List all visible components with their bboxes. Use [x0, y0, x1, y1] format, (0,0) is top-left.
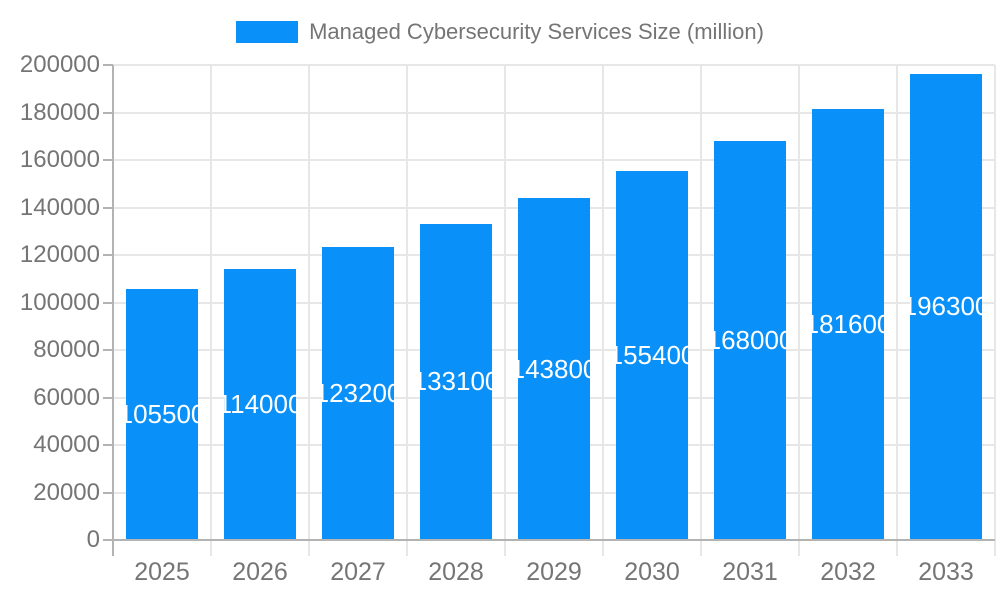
- bar-2028[interactable]: 133100: [420, 223, 492, 540]
- v-gridline: [210, 65, 212, 556]
- bar-2033[interactable]: 196300: [910, 73, 982, 540]
- x-axis-tick-label: 2032: [820, 558, 876, 586]
- bar-2026[interactable]: 114000: [224, 269, 296, 540]
- y-axis-tick: [103, 301, 113, 304]
- y-axis-tick: [103, 444, 113, 446]
- y-axis-tick-label: 140000: [19, 193, 100, 221]
- v-gridline: [602, 65, 604, 556]
- v-gridline: [504, 65, 506, 556]
- h-gridline: [113, 159, 995, 161]
- y-axis-tick: [103, 159, 113, 161]
- y-axis-tick-label: 40000: [33, 431, 100, 458]
- bar-2027[interactable]: 123200: [322, 247, 394, 540]
- y-axis-tick-label: 20000: [33, 478, 100, 506]
- legend-label: Managed Cybersecurity Services Size (mil…: [309, 19, 764, 44]
- bar-value-label: 196300: [910, 291, 982, 322]
- y-axis-tick: [103, 539, 113, 541]
- v-gridline: [994, 65, 996, 556]
- bar-2025[interactable]: 105500: [126, 289, 198, 540]
- bar-value-label: 181600: [812, 308, 884, 339]
- y-axis-tick: [103, 349, 113, 351]
- legend-swatch-icon: [236, 21, 299, 43]
- y-axis-tick-label: 60000: [33, 383, 100, 411]
- x-axis-tick-label: 2027: [330, 558, 386, 586]
- x-axis-tick-label: 2030: [624, 558, 680, 586]
- y-axis-tick-label: 120000: [19, 241, 100, 268]
- y-axis-tick-label: 0: [86, 526, 100, 553]
- y-axis-tick: [103, 64, 113, 66]
- h-gridline: [113, 64, 995, 66]
- y-axis-line: [112, 65, 114, 556]
- y-axis-tick-label: 80000: [33, 336, 100, 363]
- bar-2031[interactable]: 168000: [714, 141, 786, 540]
- legend: Managed Cybersecurity Services Size (mil…: [0, 19, 1000, 45]
- x-axis-tick-label: 2025: [134, 558, 190, 586]
- y-axis-tick-label: 160000: [19, 146, 100, 173]
- v-gridline: [798, 65, 800, 556]
- bar-value-label: 168000: [714, 325, 786, 355]
- bar-value-label: 123200: [322, 378, 394, 409]
- y-axis-tick-label: 100000: [19, 288, 100, 316]
- y-axis-tick: [103, 254, 113, 256]
- v-gridline: [896, 65, 898, 556]
- v-gridline: [308, 65, 310, 556]
- bar-2032[interactable]: 181600: [812, 108, 884, 540]
- bar-value-label: 133100: [420, 366, 492, 397]
- v-gridline: [406, 65, 408, 556]
- x-axis-tick-label: 2029: [526, 558, 582, 586]
- x-axis-line: [113, 539, 995, 541]
- bar-value-label: 105500: [126, 399, 198, 430]
- y-axis-tick: [103, 396, 113, 399]
- bar-value-label: 114000: [224, 389, 296, 420]
- x-axis-tick-label: 2033: [918, 558, 974, 586]
- x-axis-tick-label: 2031: [722, 558, 778, 586]
- y-axis-tick-label: 180000: [19, 98, 100, 126]
- bar-2029[interactable]: 143800: [518, 198, 590, 540]
- legend-item[interactable]: Managed Cybersecurity Services Size (mil…: [236, 19, 764, 45]
- y-axis-tick-label: 200000: [19, 51, 100, 78]
- y-axis-tick: [103, 111, 113, 114]
- bar-value-label: 155400: [616, 339, 688, 370]
- bar-2030[interactable]: 155400: [616, 170, 688, 540]
- x-axis-tick-label: 2028: [428, 558, 484, 586]
- bar-value-label: 143800: [518, 353, 590, 384]
- h-gridline: [113, 111, 995, 114]
- y-axis-tick: [103, 491, 113, 494]
- v-gridline: [700, 65, 702, 556]
- x-axis-tick-label: 2026: [232, 558, 288, 586]
- y-axis-tick: [103, 206, 113, 209]
